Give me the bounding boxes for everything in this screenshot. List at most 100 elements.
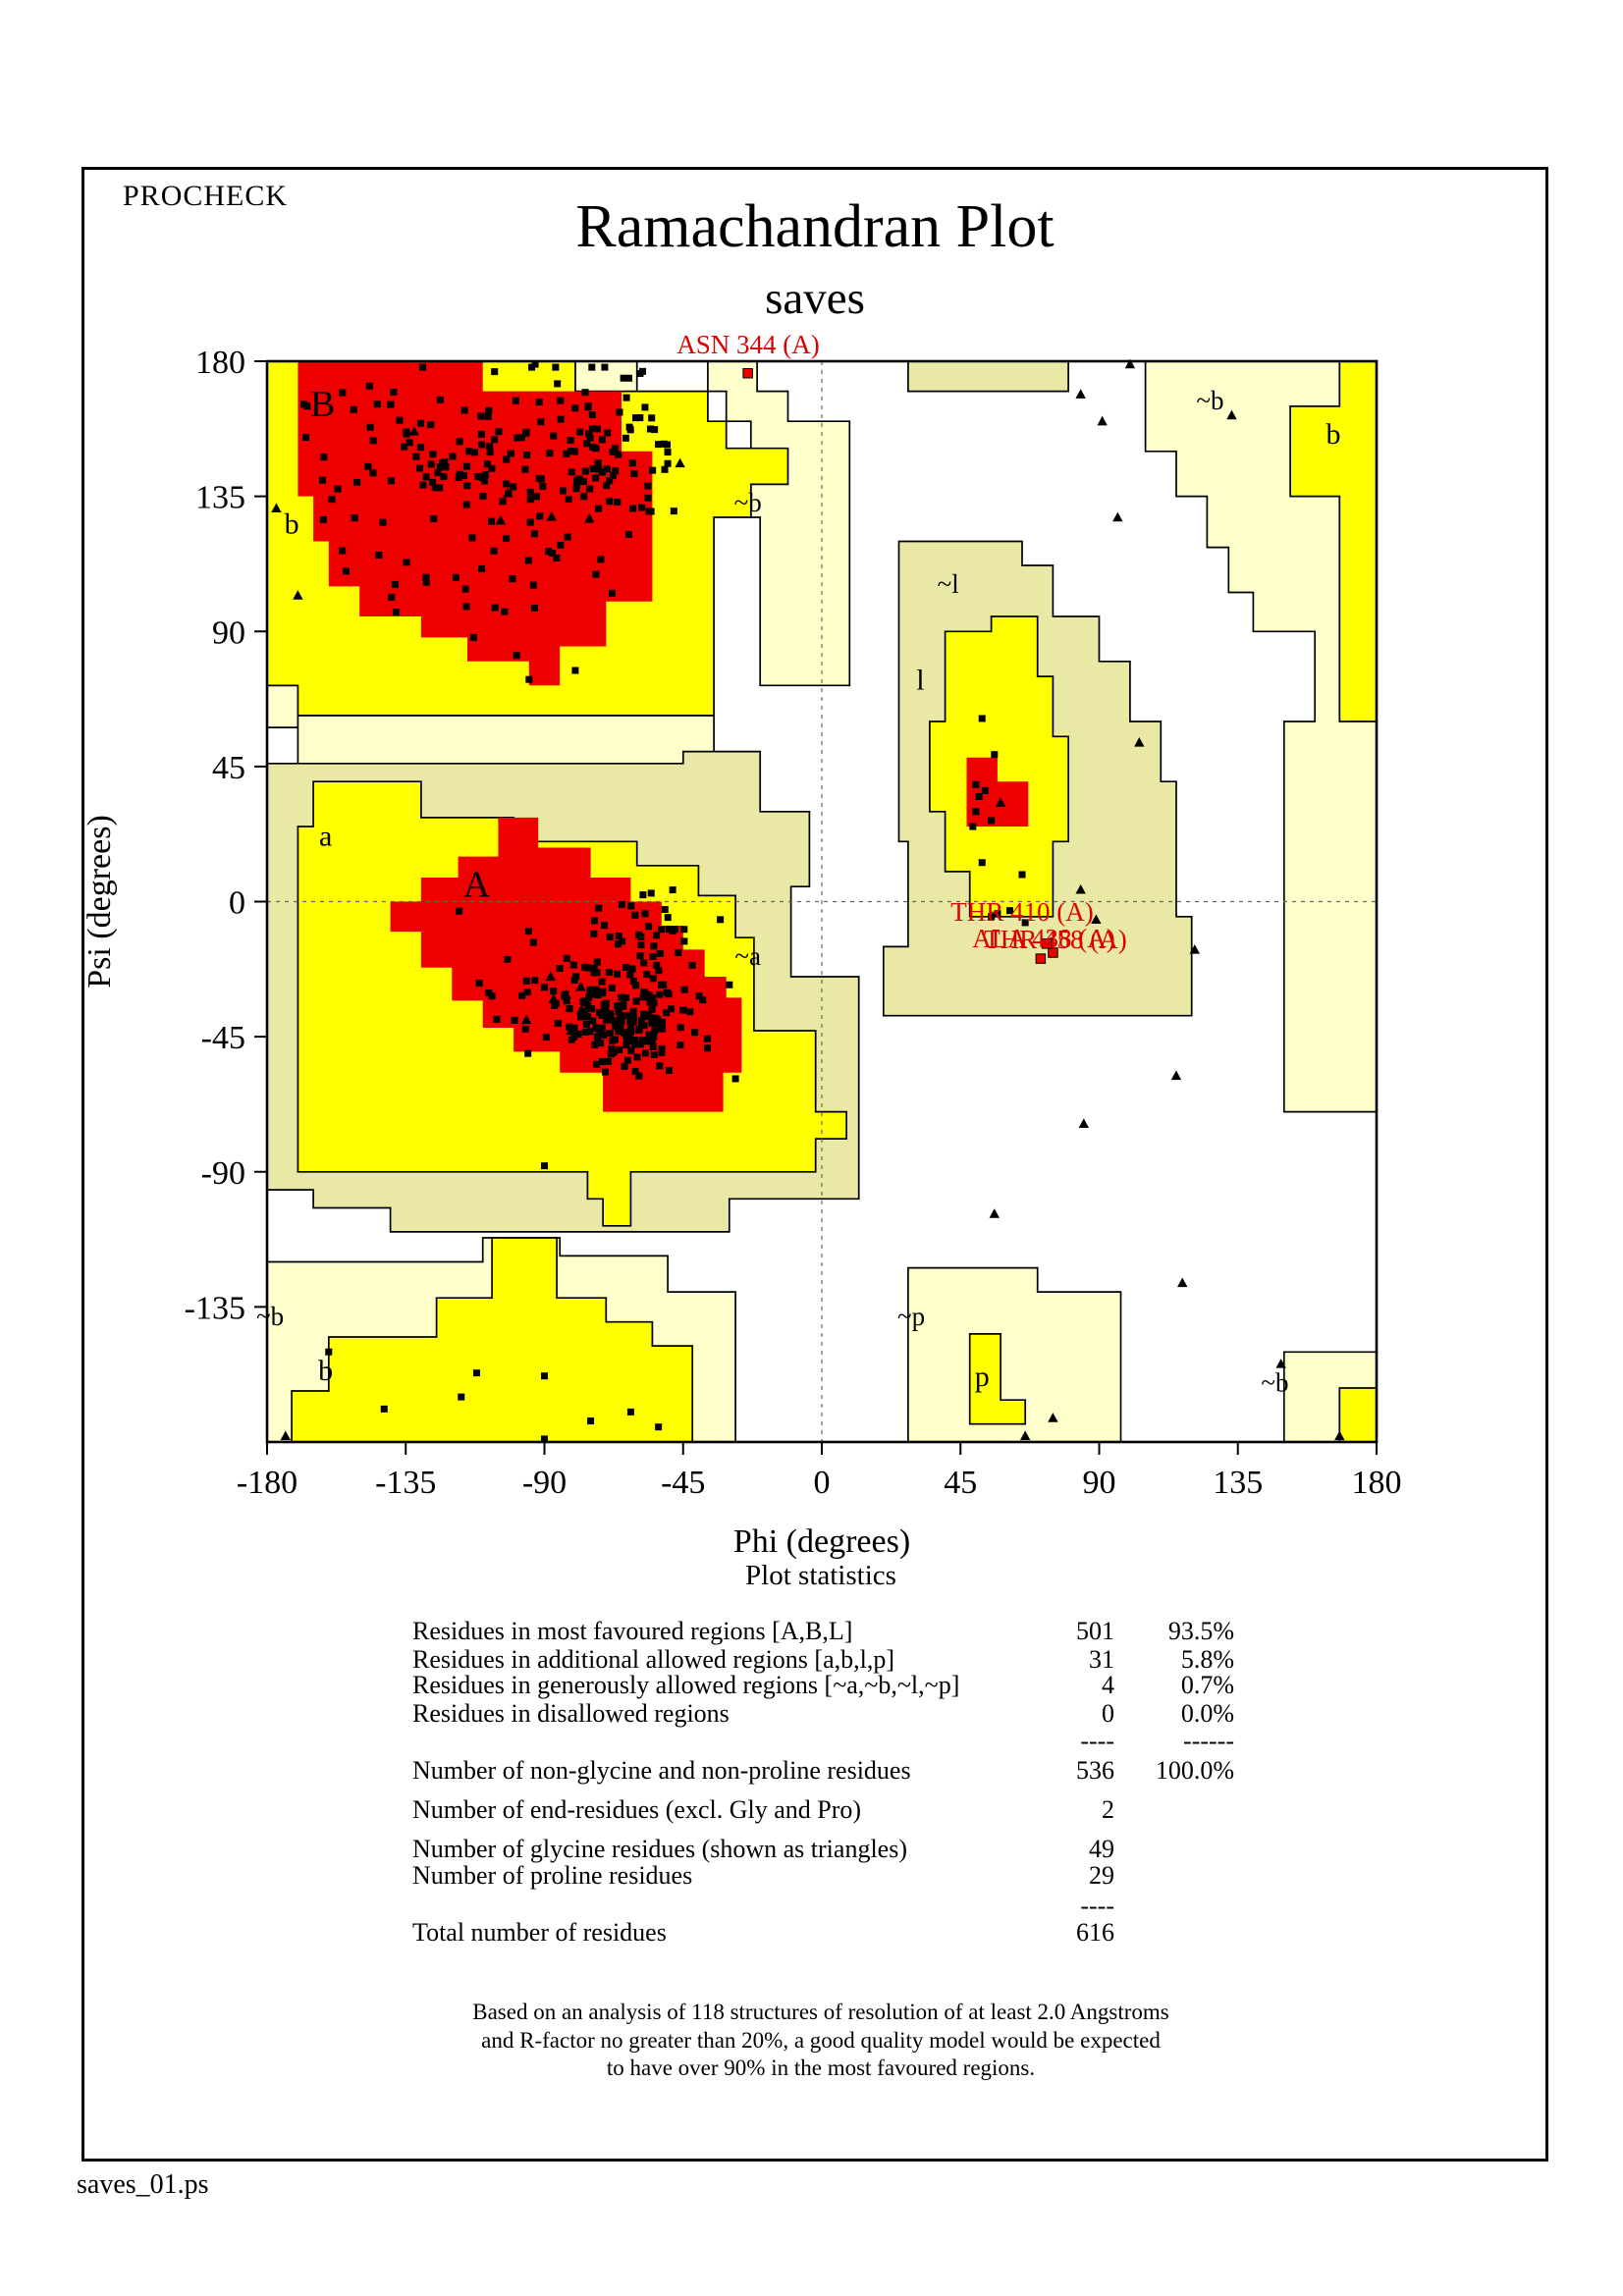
residue-square-marker	[622, 993, 630, 1001]
residue-square-marker	[427, 421, 435, 429]
residue-square-marker	[655, 441, 663, 449]
residue-square-marker	[660, 440, 668, 448]
residue-square-marker	[522, 977, 530, 985]
residue-square-marker	[456, 907, 463, 915]
additional-allowed-region	[929, 615, 1069, 918]
y-tick-label: -45	[201, 1020, 245, 1056]
table-row: Residues in generously allowed regions […	[412, 1671, 1257, 1700]
residue-square-marker	[396, 416, 404, 424]
residue-square-marker	[592, 570, 600, 578]
filename-label: saves_01.ps	[77, 2169, 209, 2200]
residue-square-marker	[717, 916, 725, 924]
residue-square-marker	[430, 514, 438, 522]
residue-square-marker	[559, 487, 567, 495]
residue-square-marker	[621, 1062, 628, 1070]
residue-square-marker	[975, 792, 983, 800]
table-row: Total number of residues 616	[412, 1918, 1257, 1948]
residue-square-marker	[631, 1036, 639, 1043]
residue-square-marker	[593, 969, 601, 977]
region-label: b	[318, 1355, 333, 1387]
residue-square-marker	[615, 1028, 622, 1036]
residue-square-marker	[626, 1018, 634, 1026]
residue-square-marker	[636, 369, 644, 377]
residue-square-marker	[598, 978, 606, 986]
residue-square-marker	[599, 1024, 607, 1032]
residue-square-marker	[633, 1053, 641, 1061]
residue-square-marker	[521, 1025, 529, 1033]
residue-square-marker	[460, 406, 468, 414]
residue-square-marker	[529, 581, 537, 589]
glycine-triangle-marker	[1124, 358, 1136, 369]
residue-square-marker	[618, 900, 625, 908]
residue-square-marker	[658, 1044, 666, 1052]
residue-square-marker	[600, 922, 608, 930]
glycine-triangle-marker	[989, 1208, 1000, 1218]
residue-square-marker	[403, 559, 410, 566]
residue-square-marker	[436, 396, 444, 403]
residue-square-marker	[668, 1005, 676, 1013]
residue-square-marker	[431, 484, 439, 492]
residue-square-marker	[606, 934, 614, 941]
residue-square-marker	[626, 971, 634, 979]
residue-square-marker	[570, 448, 578, 455]
residue-square-marker	[462, 603, 470, 611]
stat-value: 2	[1102, 1795, 1114, 1824]
table-row: Number of glycine residues (shown as tri…	[412, 1835, 1257, 1864]
residue-square-marker	[557, 415, 565, 423]
glycine-triangle-marker	[503, 487, 514, 498]
residue-square-marker	[531, 977, 539, 985]
glycine-triangle-marker	[1275, 1359, 1286, 1368]
residue-square-marker	[557, 541, 565, 549]
residue-square-marker	[650, 1033, 658, 1041]
residue-square-marker	[638, 1037, 646, 1044]
region-label: l	[916, 665, 924, 697]
residue-square-marker	[616, 408, 623, 416]
residue-square-marker	[595, 465, 603, 473]
additional-allowed-region	[291, 1237, 694, 1443]
residue-square-marker	[479, 492, 487, 500]
residue-square-marker	[456, 438, 463, 446]
residue-square-marker	[670, 507, 677, 515]
glycine-triangle-marker	[545, 971, 556, 982]
residue-square-marker	[334, 485, 342, 493]
residue-square-marker	[478, 441, 486, 449]
residue-square-marker	[647, 889, 655, 897]
residue-square-marker	[517, 434, 525, 442]
residue-square-marker	[627, 902, 635, 910]
stat-label: Number of proline residues	[412, 1861, 693, 1890]
residue-square-marker	[592, 474, 600, 482]
residue-square-marker	[436, 463, 444, 471]
residue-square-marker	[436, 484, 444, 492]
residue-square-marker	[637, 934, 645, 941]
residue-square-marker	[978, 715, 986, 722]
separator-dashes: ----	[1080, 1727, 1114, 1755]
residue-square-marker	[601, 363, 609, 371]
highlighted-residue-marker	[742, 367, 753, 379]
residue-square-marker	[604, 1057, 612, 1065]
residue-square-marker	[604, 429, 612, 437]
residue-square-marker	[628, 965, 636, 973]
residue-square-marker	[612, 1017, 620, 1025]
residue-square-marker	[648, 1038, 656, 1045]
residue-square-marker	[422, 578, 430, 586]
residue-square-marker	[612, 467, 620, 475]
table-separator: ----	[412, 1892, 1257, 1921]
residue-square-marker	[636, 1041, 644, 1048]
residue-square-marker	[703, 1035, 711, 1042]
residue-square-marker	[626, 1408, 634, 1415]
residue-square-marker	[581, 467, 589, 475]
residue-square-marker	[439, 459, 447, 467]
glycine-triangle-marker	[1091, 914, 1102, 925]
residue-square-marker	[571, 404, 579, 412]
region-label: b	[1326, 418, 1341, 451]
residue-square-marker	[524, 1049, 532, 1057]
analysis-note-line: to have over 90% in the most favoured re…	[606, 2056, 1036, 2080]
residue-square-marker	[643, 971, 651, 979]
residue-square-marker	[504, 955, 512, 963]
residue-square-marker	[594, 459, 602, 467]
residue-square-marker	[645, 1031, 653, 1039]
residue-square-marker	[603, 482, 611, 490]
highlighted-residue-marker	[1048, 947, 1058, 958]
residue-square-marker	[507, 450, 514, 457]
generously-allowed-region	[907, 360, 1069, 393]
